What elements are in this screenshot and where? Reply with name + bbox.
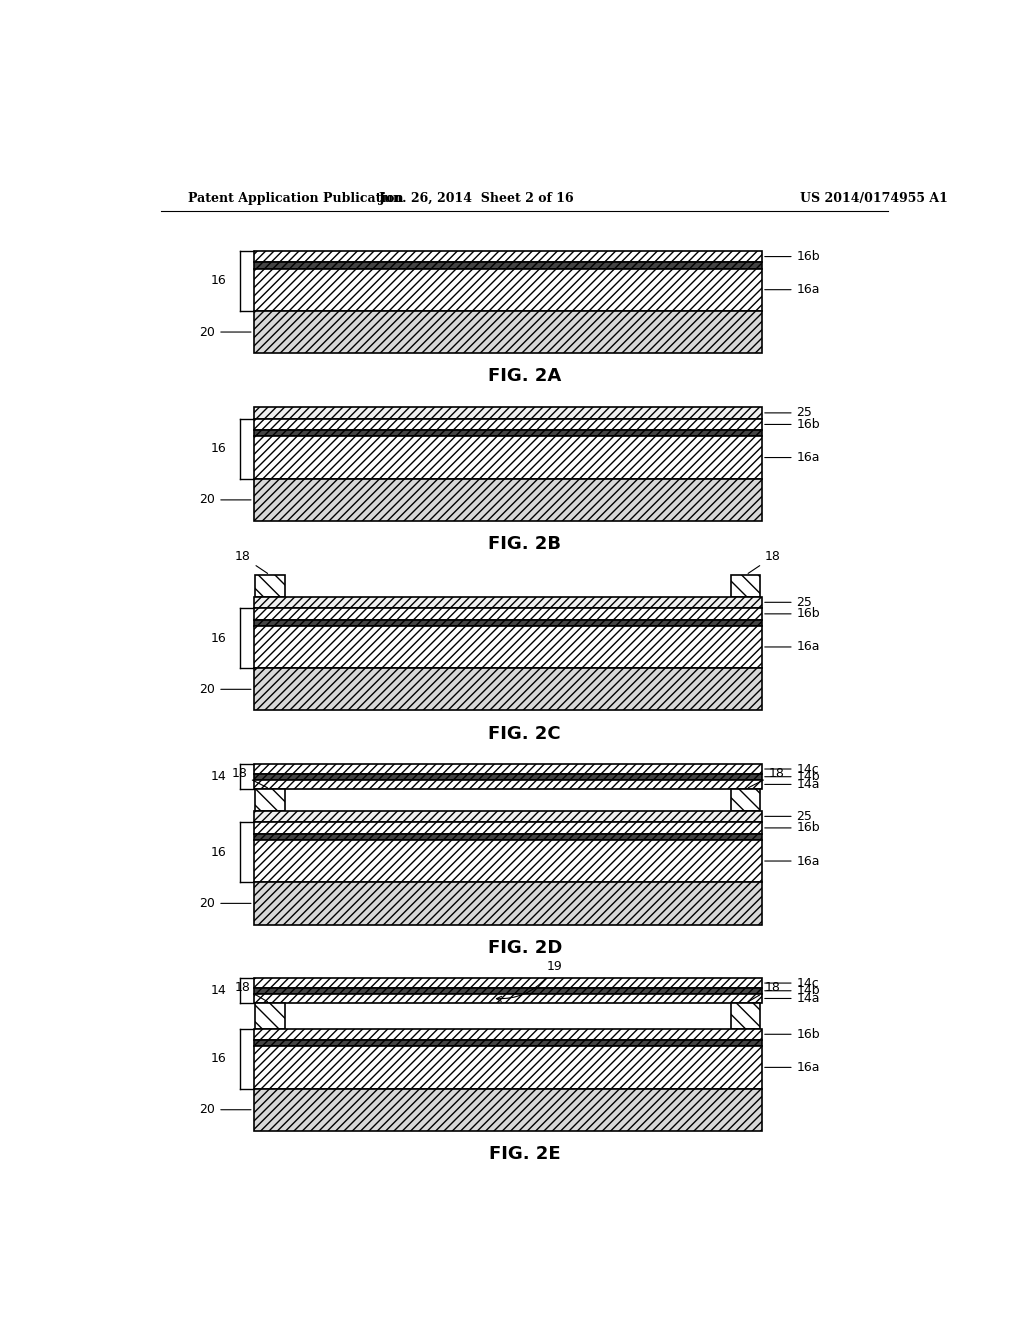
Text: 18: 18 [231,767,267,788]
Text: 20: 20 [200,896,251,909]
Bar [254,268,762,312]
Bar [254,834,762,840]
Text: 14c: 14c [765,977,819,990]
Bar [254,668,762,710]
Text: 19: 19 [497,961,562,1002]
Text: FIG. 2A: FIG. 2A [488,367,561,385]
Text: 16: 16 [211,1052,226,1065]
Bar [254,780,762,789]
Text: Jun. 26, 2014  Sheet 2 of 16: Jun. 26, 2014 Sheet 2 of 16 [379,191,574,205]
Bar [254,430,762,437]
Bar [254,1028,762,1040]
Bar [254,810,762,822]
Bar [254,978,762,987]
Bar [255,576,285,597]
Text: FIG. 2D: FIG. 2D [487,939,562,957]
Bar [254,479,762,521]
Text: 16a: 16a [765,284,820,296]
Bar [254,882,762,924]
Bar [255,789,285,810]
Bar [254,251,762,263]
Text: 16: 16 [211,846,226,859]
Text: 20: 20 [200,682,251,696]
Text: 14: 14 [211,985,226,998]
Bar [254,774,762,780]
Bar [254,1047,762,1089]
Bar [254,407,762,418]
Text: 16b: 16b [765,821,820,834]
Bar [254,1040,762,1047]
Text: 16b: 16b [765,607,820,620]
Text: 14a: 14a [765,777,820,791]
Text: 20: 20 [200,326,251,338]
Text: 18: 18 [749,981,780,1002]
Text: 18: 18 [749,550,780,573]
Text: 16a: 16a [765,1061,820,1074]
Text: 14c: 14c [765,763,819,776]
Bar [254,626,762,668]
Text: 16b: 16b [765,418,820,430]
Text: 14b: 14b [765,985,820,998]
Text: 14a: 14a [765,991,820,1005]
Bar [254,822,762,834]
Text: 16: 16 [211,631,226,644]
Text: FIG. 2C: FIG. 2C [488,725,561,743]
Text: 16a: 16a [765,640,820,653]
Text: US 2014/0174955 A1: US 2014/0174955 A1 [801,191,948,205]
Bar [254,987,762,994]
Bar [731,1003,761,1028]
Bar [254,619,762,626]
Text: 16b: 16b [765,1028,820,1040]
Bar [731,789,761,810]
Text: 20: 20 [200,494,251,507]
Text: 16a: 16a [765,854,820,867]
Bar [254,764,762,774]
Text: 20: 20 [200,1104,251,1117]
Bar [254,418,762,430]
Text: 16: 16 [211,275,226,288]
Bar [254,437,762,479]
Bar [254,840,762,882]
Text: FIG. 2E: FIG. 2E [489,1144,560,1163]
Bar [731,576,761,597]
Text: 25: 25 [765,595,812,609]
Text: 14b: 14b [765,770,820,783]
Text: 16b: 16b [765,249,820,263]
Bar [254,597,762,609]
Bar [254,994,762,1003]
Text: 25: 25 [765,810,812,822]
Text: Patent Application Publication: Patent Application Publication [188,191,403,205]
Text: FIG. 2B: FIG. 2B [488,535,561,553]
Bar [255,1003,285,1028]
Bar [254,1089,762,1131]
Text: 18: 18 [749,767,784,788]
Text: 16: 16 [211,442,226,455]
Bar [254,263,762,268]
Text: 25: 25 [765,407,812,420]
Text: 14: 14 [211,770,226,783]
Text: 16a: 16a [765,451,820,465]
Bar [254,312,762,354]
Text: 18: 18 [236,550,267,573]
Bar [254,609,762,619]
Text: 18: 18 [236,981,267,1002]
